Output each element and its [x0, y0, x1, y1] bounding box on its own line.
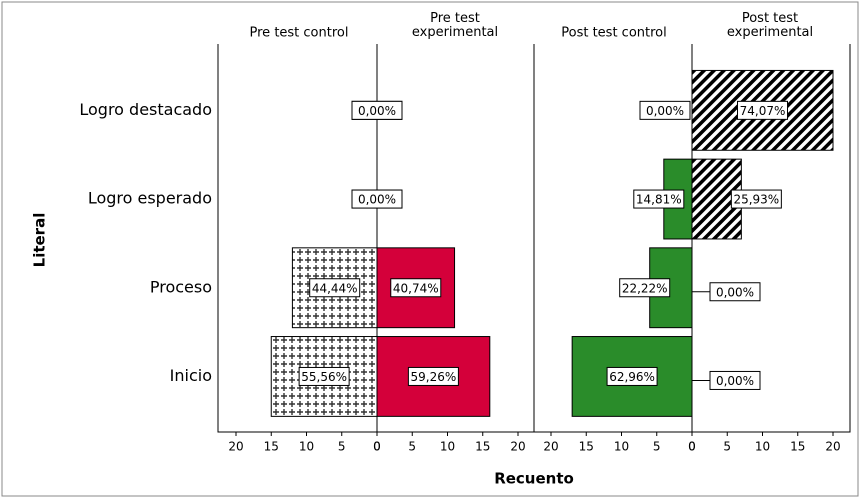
x-tick-label: 10: [299, 440, 314, 454]
x-tick-label: 5: [408, 440, 416, 454]
data-label: 0,00%: [358, 193, 396, 207]
x-tick-label: 20: [228, 440, 243, 454]
label-box: [730, 189, 782, 209]
x-tick-label: 0: [688, 440, 696, 454]
series-header: Post test experimental: [727, 11, 813, 40]
category-label: Logro esperado: [88, 189, 212, 208]
label-box: [351, 100, 403, 120]
data-label: 14,81%: [636, 193, 682, 207]
x-tick-label: 0: [688, 440, 696, 454]
label-box: [619, 278, 671, 298]
label-box: [351, 189, 403, 209]
x-tick-label: 15: [579, 440, 594, 454]
x-tick-label: 20: [543, 440, 558, 454]
label-box: [606, 366, 658, 386]
category-label: Proceso: [150, 277, 212, 296]
x-tick-label: 20: [825, 440, 840, 454]
category-label: Logro destacado: [79, 100, 212, 119]
x-tick-label: 15: [475, 440, 490, 454]
bar: [376, 247, 456, 329]
x-tick-label: 10: [755, 440, 770, 454]
label-box: [709, 370, 761, 390]
data-label: 59,26%: [411, 370, 457, 384]
label-box: [298, 366, 350, 386]
label-box: [639, 100, 691, 120]
x-tick-label: 5: [653, 440, 661, 454]
label-box: [407, 366, 459, 386]
data-label: 44,44%: [312, 281, 358, 295]
label-box: [737, 100, 788, 120]
x-axis-label: Recuento: [494, 470, 574, 488]
x-tick-label: 15: [264, 440, 279, 454]
data-label: 22,22%: [622, 281, 668, 295]
category-label: Inicio: [170, 366, 212, 385]
x-tick-label: 10: [614, 440, 629, 454]
label-box: [390, 278, 442, 298]
x-tick-label: 15: [790, 440, 805, 454]
label-box: [309, 278, 361, 298]
data-label: 62,96%: [609, 370, 655, 384]
data-label: 25,93%: [733, 193, 779, 207]
data-label: 0,00%: [716, 285, 754, 299]
x-tick-label: 5: [338, 440, 346, 454]
x-tick-label: 20: [510, 440, 525, 454]
y-axis-label: Literal: [31, 213, 49, 268]
x-tick-label: 5: [723, 440, 731, 454]
data-label: 74,07%: [740, 104, 786, 118]
data-label: 40,74%: [393, 281, 439, 295]
series-header: Post test control: [561, 26, 667, 41]
x-tick-label: 0: [373, 440, 381, 454]
label-box: [709, 282, 761, 302]
x-tick-label: 0: [373, 440, 381, 454]
data-label: 0,00%: [716, 374, 754, 388]
series-header: Pre test control: [250, 26, 349, 41]
series-header: Pre test experimental: [412, 11, 498, 40]
data-label: 0,00%: [646, 104, 684, 118]
label-box: [633, 189, 685, 209]
plot-frame: [217, 44, 851, 433]
x-tick-label: 10: [440, 440, 455, 454]
data-label: 0,00%: [358, 104, 396, 118]
data-label: 55,56%: [301, 370, 347, 384]
